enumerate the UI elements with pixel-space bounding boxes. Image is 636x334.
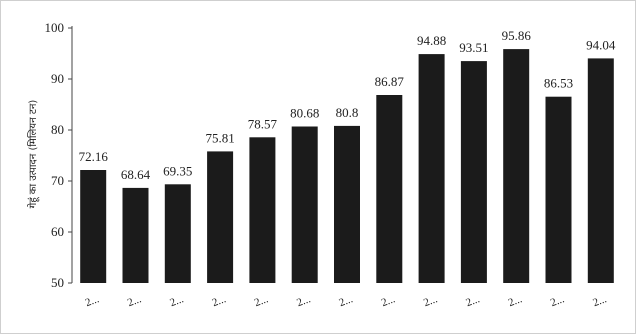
- x-tick-label: 2...: [337, 293, 354, 309]
- data-label: 86.53: [544, 76, 573, 91]
- x-tick-label: 2...: [507, 293, 524, 309]
- data-label: 80.68: [290, 106, 319, 121]
- data-label: 94.88: [417, 33, 446, 48]
- bars: [80, 49, 614, 284]
- x-tick-label: 2...: [84, 293, 101, 309]
- x-tick-label: 2...: [464, 293, 481, 309]
- bar: [418, 54, 445, 283]
- data-label: 80.8: [336, 105, 359, 120]
- bar: [545, 96, 572, 283]
- data-labels: 72.16 68.64 69.35 75.81 78.57 80.68 80.8 86.87 9…: [79, 28, 616, 182]
- y-tick-label: 50: [51, 275, 64, 290]
- x-tick-label: 2...: [295, 293, 312, 309]
- y-tick-label: 80: [51, 122, 64, 137]
- data-label: 86.87: [375, 74, 405, 89]
- bar: [207, 151, 234, 283]
- y-tick-label: 60: [51, 224, 64, 239]
- x-tick-label: 2...: [549, 293, 566, 309]
- x-axis-ticks: 2... 2... 2... 2... 2... 2... 2... 2... 2... 2...…: [84, 293, 609, 309]
- data-label: 72.16: [79, 149, 109, 164]
- data-label: 94.04: [586, 37, 616, 52]
- data-label: 93.51: [459, 40, 488, 55]
- data-label: 68.64: [121, 167, 151, 182]
- x-tick-label: 2...: [591, 293, 608, 309]
- bar: [122, 187, 149, 283]
- bar: [587, 58, 614, 284]
- y-tick-label: 70: [51, 173, 64, 188]
- x-tick-label: 2...: [126, 293, 143, 309]
- bar: [249, 137, 276, 283]
- y-axis: 50 60 70 80 90 100: [45, 20, 73, 290]
- bar: [291, 126, 318, 283]
- x-tick-label: 2...: [168, 293, 185, 309]
- bar: [334, 125, 360, 284]
- x-tick-label: 2...: [253, 293, 270, 309]
- x-tick-label: 2...: [380, 293, 397, 309]
- y-tick-label: 90: [51, 71, 64, 86]
- y-tick-label: 100: [45, 20, 65, 35]
- x-tick-label: 2...: [422, 293, 439, 309]
- x-tick-label: 2...: [211, 293, 228, 309]
- data-label: 75.81: [205, 130, 234, 145]
- bar: [80, 170, 107, 283]
- data-label: 78.57: [248, 116, 278, 131]
- bar: [376, 95, 403, 283]
- data-label: 95.86: [502, 28, 532, 43]
- y-axis-label: गेहूं का उत्पादन (मिलियन टन): [27, 100, 40, 209]
- bar: [164, 184, 191, 283]
- data-label: 69.35: [163, 163, 192, 178]
- bar: [503, 49, 530, 283]
- bar: [460, 61, 487, 283]
